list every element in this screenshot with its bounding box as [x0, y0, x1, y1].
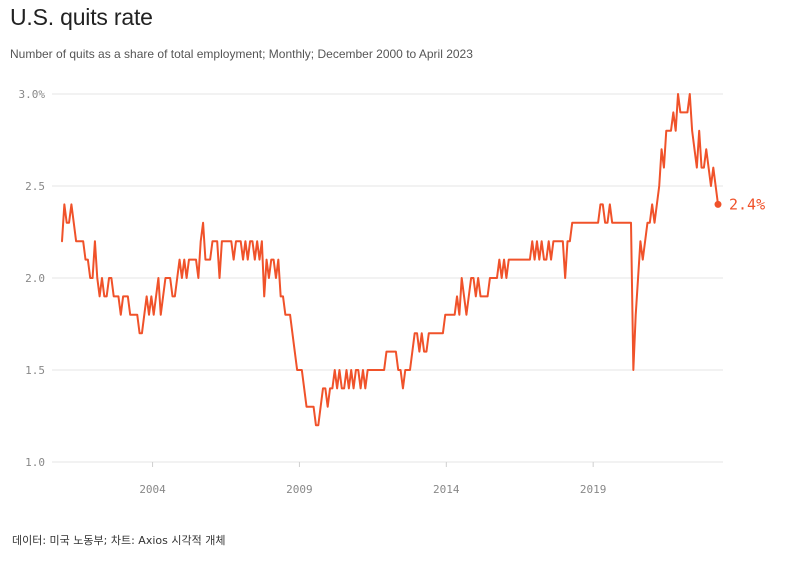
latest-value-label: 2.4%: [729, 195, 765, 213]
y-tick-label: 2.0: [25, 272, 45, 285]
source-note: 데이터: 미국 노동부; 차트: Axios 시각적 개체: [12, 534, 226, 547]
y-tick-label: 2.5: [25, 180, 45, 193]
chart-title: U.S. quits rate: [10, 4, 153, 30]
y-tick-label: 3.0%: [19, 88, 46, 101]
chart-subtitle: Number of quits as a share of total empl…: [10, 47, 473, 61]
x-tick-label: 2019: [580, 483, 607, 496]
x-tick-label: 2014: [433, 483, 460, 496]
latest-value-point: [714, 200, 722, 208]
x-tick-label: 2004: [139, 483, 166, 496]
quits-rate-series-line: [61, 93, 719, 427]
y-tick-label: 1.5: [25, 364, 45, 377]
y-tick-label: 1.0: [25, 456, 45, 469]
x-tick-label: 2009: [286, 483, 313, 496]
